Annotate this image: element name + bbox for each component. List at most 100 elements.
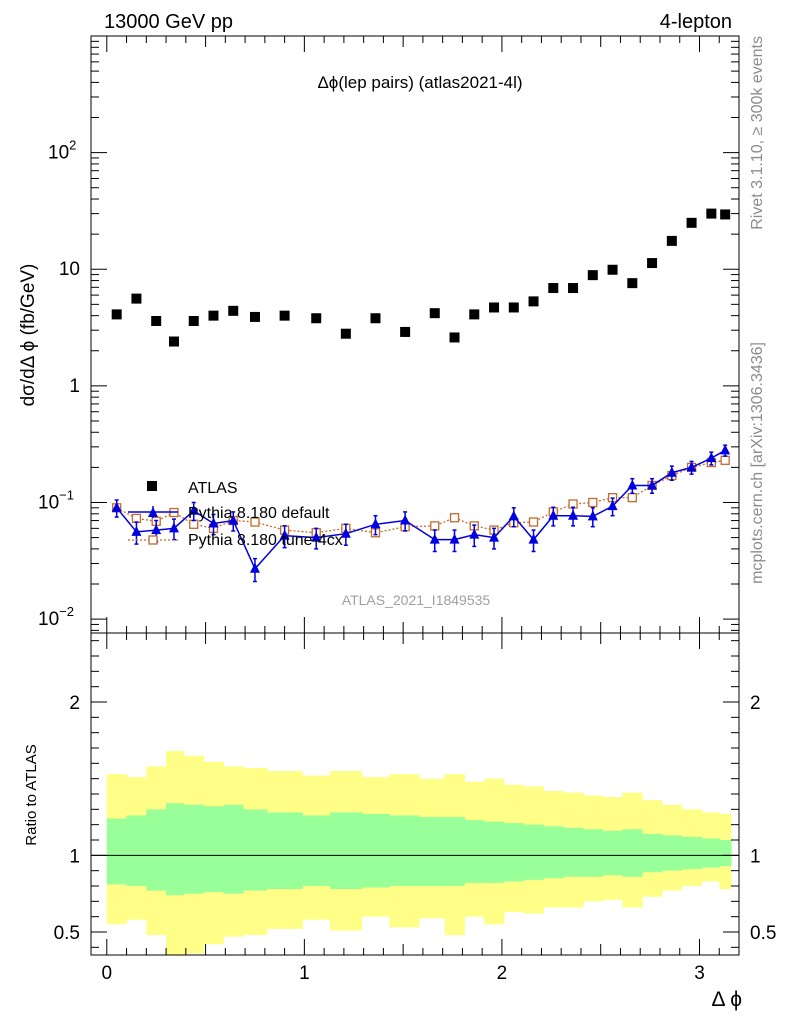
point-pythia-default xyxy=(587,510,598,521)
point-atlas xyxy=(449,332,460,343)
band-stat xyxy=(166,803,185,896)
x-tick-label: 2 xyxy=(497,963,508,984)
point-pythia-default xyxy=(489,531,500,542)
point-pythia-default xyxy=(188,504,199,515)
point-atlas xyxy=(607,264,618,275)
point-pythia-tune xyxy=(627,493,637,503)
analysis-watermark: ATLAS_2021_I1849535 xyxy=(342,592,491,608)
band-stat xyxy=(146,809,167,891)
point-atlas xyxy=(720,209,731,220)
point-pythia-default xyxy=(208,517,219,528)
point-pythia-tune xyxy=(250,517,260,527)
rivet-version-label: Rivet 3.1.10, ≥ 300k events xyxy=(749,36,766,230)
band-stat xyxy=(389,815,420,886)
point-pythia-default xyxy=(111,501,122,512)
point-pythia-default xyxy=(627,479,638,490)
main-plot-area xyxy=(91,36,739,633)
point-atlas xyxy=(208,310,219,321)
point-atlas xyxy=(151,315,162,326)
point-atlas xyxy=(429,308,440,319)
point-pythia-default xyxy=(647,479,658,490)
band-stat xyxy=(361,813,390,888)
point-atlas xyxy=(188,315,199,326)
band-stat xyxy=(523,824,544,880)
main-axis-ticks: 10−2 10−1 1 10 102 xyxy=(38,36,739,633)
band-stat xyxy=(484,821,505,883)
band-stat xyxy=(330,812,363,890)
header-left-label: 13000 GeV pp xyxy=(104,11,233,33)
ratio-y-tick-label-right: 2 xyxy=(750,693,761,714)
point-pythia-default xyxy=(340,527,351,538)
ratio-y-tick-label-left: 1 xyxy=(69,846,80,867)
point-pythia-default xyxy=(429,533,440,544)
y-tick-label: 102 xyxy=(48,138,76,164)
point-atlas xyxy=(279,310,290,321)
y-tick-label: 1 xyxy=(69,376,80,397)
ratio-axis-ticks: 0.5 0.5 1 1 2 2 0 1 2 3 xyxy=(54,633,776,984)
band-stat xyxy=(444,817,465,886)
point-pythia-default xyxy=(568,509,579,520)
band-stat xyxy=(602,830,623,876)
point-pythia-default xyxy=(720,444,731,455)
band-stat xyxy=(563,827,584,877)
band-stat xyxy=(266,812,303,890)
point-pythia-default xyxy=(548,509,559,520)
point-pythia-default xyxy=(279,529,290,540)
point-atlas xyxy=(111,309,122,320)
band-stat xyxy=(183,804,205,894)
point-atlas xyxy=(568,283,579,294)
band-stat xyxy=(243,809,268,891)
point-atlas xyxy=(666,235,677,246)
main-panel: Δϕ(lep pairs) (atlas2021-4l) ATLAS_2021_… xyxy=(18,35,740,634)
legend-label-pythia-tune: Pythia 8.180 tune-4cx xyxy=(188,532,343,549)
point-atlas xyxy=(686,217,697,228)
x-tick-label: 1 xyxy=(299,963,310,984)
ratio-y-axis-label: Ratio to ATLAS xyxy=(23,744,40,845)
band-stat xyxy=(106,818,128,885)
point-pythia-default xyxy=(686,461,697,472)
point-pythia-tune xyxy=(720,455,730,465)
band-stat xyxy=(203,806,224,893)
point-atlas xyxy=(228,305,239,316)
band-stat xyxy=(642,833,663,873)
point-atlas xyxy=(340,328,351,339)
band-stat xyxy=(661,835,683,871)
band-stat xyxy=(126,815,147,886)
band-stat xyxy=(719,840,732,867)
point-pythia-tune xyxy=(449,513,460,523)
point-pythia-default xyxy=(607,500,618,511)
x-tick-label: 0 xyxy=(102,963,113,984)
band-stat xyxy=(464,820,485,883)
point-pythia-default xyxy=(666,466,677,477)
point-pythia-default xyxy=(528,533,539,544)
point-pythia-default xyxy=(400,514,411,525)
point-atlas xyxy=(647,258,658,269)
band-stat xyxy=(418,817,446,886)
point-pythia-default xyxy=(151,524,162,535)
legend-marker-atlas xyxy=(147,481,157,491)
band-stat xyxy=(681,836,702,870)
legend: ATLAS Pythia 8.180 default Pythia 8.180 … xyxy=(128,480,343,549)
band-stat xyxy=(302,815,331,886)
main-y-axis-label: dσ/dΔ ϕ (fb/GeV) xyxy=(18,264,39,407)
legend-label-pythia-default: Pythia 8.180 default xyxy=(188,505,330,522)
point-atlas xyxy=(548,283,559,294)
point-atlas xyxy=(249,311,260,322)
legend-marker-pythia-default xyxy=(148,507,158,517)
point-atlas xyxy=(706,208,717,219)
ratio-y-tick-label-right: 1 xyxy=(750,846,761,867)
mcplots-label: mcplots.cern.ch [arXiv:1306.3436] xyxy=(749,342,766,584)
point-pythia-default xyxy=(706,452,717,463)
x-tick-label: 3 xyxy=(694,963,705,984)
legend-label-atlas: ATLAS xyxy=(188,480,238,497)
point-pythia-default xyxy=(508,510,519,521)
point-pythia-tune xyxy=(588,497,598,508)
point-pythia-default xyxy=(228,514,239,525)
band-stat xyxy=(223,804,244,894)
point-pythia-default xyxy=(449,533,460,544)
header-right-label: 4-lepton xyxy=(660,11,732,33)
y-tick-label: 10 xyxy=(59,259,80,280)
band-stat xyxy=(701,838,720,868)
ratio-panel: 0.5 0.5 1 1 2 2 0 1 2 3 Ratio to ATLAS xyxy=(23,632,776,984)
